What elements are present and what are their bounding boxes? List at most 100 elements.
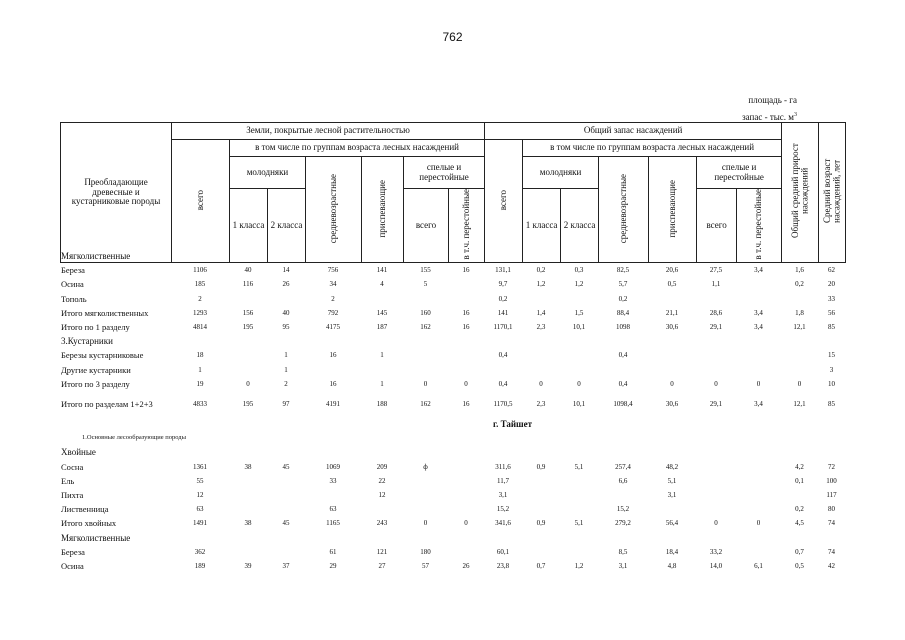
row-species-name: Березы кустарниковые	[61, 350, 144, 361]
stock-unit-text: запас - тыс. м	[742, 112, 794, 122]
row-value-cell: 56,4	[665, 519, 679, 528]
row-value-cell: 4814	[193, 323, 207, 332]
row-value-cell: 100	[826, 476, 837, 485]
row-value-cell	[696, 292, 736, 306]
row-value-cell: 29	[329, 562, 337, 571]
row-value-cell	[522, 348, 560, 362]
row-value-cell: 38	[244, 462, 252, 471]
row-value-cell: 2	[198, 294, 202, 303]
header-stock-class2: 2 класса	[560, 188, 600, 263]
section-heading: Хвойные	[61, 447, 96, 458]
row-value-cell: 188	[376, 399, 388, 408]
row-value-cell: 1,2	[574, 280, 584, 289]
row-value-cell	[448, 474, 484, 488]
row-value-cell: 16	[329, 351, 337, 360]
header-species: Преобладающие древесные и кустарниковые …	[60, 122, 172, 263]
row-species-name: Тополь	[61, 293, 87, 304]
row-value-cell: 6,1	[754, 562, 763, 571]
row-value-cell: 4175	[326, 323, 340, 332]
row-value-cell	[267, 474, 305, 488]
row-value-cell: 10,1	[572, 323, 586, 332]
row-value-cell: 0,3	[574, 266, 584, 275]
row-value-cell: 243	[376, 519, 388, 528]
row-value-cell: 0	[464, 379, 468, 388]
row-value-cell: 74	[828, 547, 836, 556]
row-value-cell: 27,5	[709, 266, 723, 275]
row-value-cell: 195	[242, 399, 254, 408]
row-value-cell	[560, 545, 598, 559]
row-value-cell	[305, 363, 361, 377]
row-value-cell: 0,9	[536, 462, 546, 471]
row-value-cell: 29,1	[709, 323, 723, 332]
row-species-name: Итого по 1 разделу	[61, 322, 130, 333]
row-species-name: Ель	[61, 475, 75, 486]
row-value-cell: 209	[376, 462, 388, 471]
row-value-cell: 145	[376, 308, 388, 317]
header-avg-age-text: Средний возраст насаждений, лет	[821, 159, 842, 224]
row-value-cell	[736, 277, 781, 291]
row-value-cell: 0	[423, 519, 428, 528]
row-value-cell: 15	[828, 351, 836, 360]
row-value-cell: 1,2	[536, 280, 546, 289]
row-value-cell: 57	[422, 562, 429, 571]
row-value-cell: 1	[380, 351, 384, 360]
row-value-cell: 0	[539, 379, 543, 388]
row-value-cell: 16	[462, 308, 470, 317]
header-stock-young: молодняки	[522, 156, 600, 189]
row-value-cell: 4833	[193, 399, 207, 408]
row-value-cell: 5,1	[574, 462, 584, 471]
section-heading: Мягколиственные	[61, 251, 131, 261]
header-stock-middle-text: средневозрастные	[617, 173, 628, 243]
row-value-cell: 0	[797, 379, 802, 388]
table-row: Мягколиственные	[60, 249, 845, 263]
row-value-cell	[267, 488, 305, 502]
row-value-cell: 62	[828, 266, 836, 275]
section-heading: Мягколиственные	[61, 532, 131, 543]
header-avg-growth-text: Общий средний прирост насаждений	[789, 143, 810, 239]
row-value-cell: 88,4	[616, 308, 630, 317]
row-value-cell	[736, 474, 781, 488]
header-land-overmature: в т.ч. перестойные	[447, 188, 486, 263]
row-value-cell: 33	[329, 476, 337, 485]
row-species-name: Сосна	[61, 461, 84, 472]
row-value-cell: 3,4	[754, 308, 763, 317]
row-value-cell: 0	[670, 379, 674, 388]
row-value-cell: 0,4	[618, 351, 628, 360]
header-stock-overmature: в т.ч. перестойные	[736, 188, 783, 263]
row-value-cell	[229, 292, 267, 306]
header-stock-maturing: приспевающие	[648, 156, 698, 263]
row-value-cell	[560, 292, 598, 306]
row-value-cell: 14	[282, 266, 290, 275]
row-value-cell	[448, 545, 484, 559]
row-value-cell: 1106	[193, 266, 207, 275]
row-value-cell: 1,4	[536, 308, 546, 317]
row-species-name: Пихта	[61, 490, 84, 501]
row-value-cell: 0	[423, 379, 428, 388]
row-value-cell: 3,4	[754, 266, 763, 275]
row-value-cell: 0,2	[795, 505, 804, 514]
row-value-cell: 82,5	[616, 266, 630, 275]
row-value-cell	[560, 363, 598, 377]
row-value-cell	[560, 502, 598, 516]
row-value-cell	[448, 488, 484, 502]
row-species-name: Лиственница	[61, 504, 109, 515]
row-value-cell: 3,1	[667, 491, 677, 500]
row-value-cell: 11,7	[497, 476, 509, 485]
row-value-cell	[522, 363, 560, 377]
header-stock-total: всего	[484, 139, 524, 263]
table-row: Береза 1106 40 14 756 141 155 16 131,1 0,2 0,3 82,5…	[60, 263, 845, 277]
row-value-cell: 30,6	[665, 323, 679, 332]
row-species-name: Итого хвойных	[61, 518, 117, 529]
row-value-cell	[267, 502, 305, 516]
row-value-cell: 1361	[193, 462, 207, 471]
row-value-cell: 1,6	[795, 266, 804, 275]
row-value-cell	[736, 488, 781, 502]
table-header: Преобладающие древесные и кустарниковые …	[60, 122, 847, 263]
row-value-cell: 12,1	[793, 399, 806, 408]
row-value-cell: 1,2	[574, 562, 584, 571]
row-species-name: Осина	[61, 279, 84, 290]
table-row: 1.Основные лесообразующие породы	[60, 431, 845, 445]
stock-unit-note: запас - тыс. м3	[742, 112, 797, 122]
row-value-cell	[736, 348, 781, 362]
row-value-cell: 4,5	[795, 519, 804, 528]
